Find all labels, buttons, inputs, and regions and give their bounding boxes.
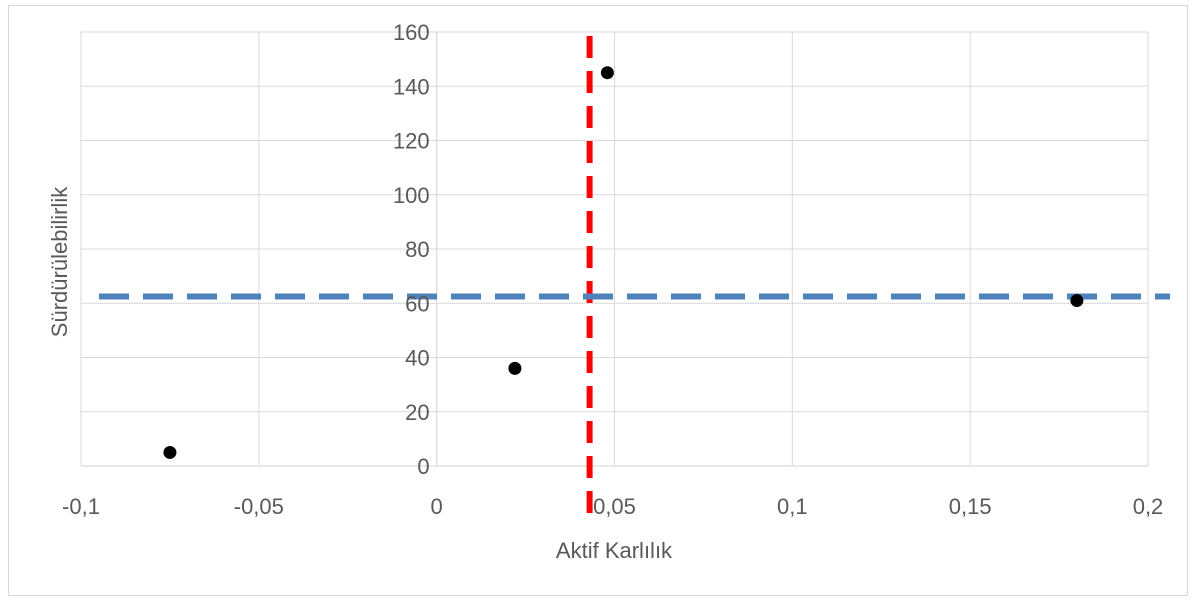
data-points [163, 66, 1084, 459]
y-axis-title: Sürdürülebilirlik [47, 186, 72, 337]
y-tick-label: 40 [405, 346, 429, 371]
reference-lines [99, 36, 1170, 518]
y-tick-label: 160 [393, 20, 430, 45]
x-tick-label: 0,05 [593, 494, 636, 519]
x-tick-label: -0,1 [62, 494, 100, 519]
y-tick-label: 120 [393, 129, 430, 154]
data-point [1070, 294, 1084, 308]
y-tick-label: 60 [405, 291, 429, 316]
x-tick-label: 0 [431, 494, 443, 519]
chart-frame [8, 5, 1188, 596]
x-axis-title: Aktif Karlılık [556, 538, 673, 563]
data-point [508, 361, 522, 375]
y-tick-label: 80 [405, 237, 429, 262]
y-tick-label: 140 [393, 74, 430, 99]
y-tick-label: 100 [393, 183, 430, 208]
x-tick-label: -0,05 [234, 494, 284, 519]
data-point [600, 66, 614, 80]
x-tick-label: 0,1 [777, 494, 808, 519]
axes [81, 32, 1148, 467]
y-tick-label: 0 [417, 454, 429, 479]
x-tick-label: 0,15 [949, 494, 992, 519]
data-point [163, 445, 177, 459]
y-tick-label: 20 [405, 400, 429, 425]
x-tick-label: 0,2 [1133, 494, 1164, 519]
tick-labels: 0 20 40 60 80 100 120 140 160 -0,1 -0,05 0 0,05 0,1 0,… [62, 20, 1163, 519]
gridlines [80, 31, 1149, 466]
